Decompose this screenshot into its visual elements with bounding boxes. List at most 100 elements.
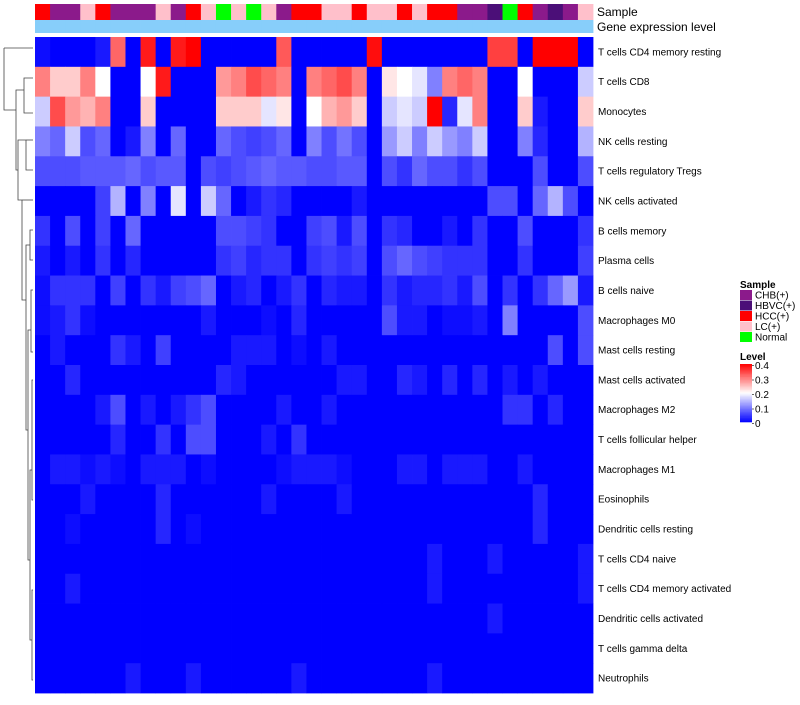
heatmap-cell	[366, 96, 383, 127]
row-label: Mast cells resting	[598, 346, 675, 357]
heatmap-cell	[95, 96, 111, 127]
heatmap-cell	[412, 335, 428, 366]
heatmap-cell	[562, 126, 579, 157]
heatmap-cell	[562, 484, 579, 515]
heatmap-cell	[351, 126, 368, 157]
heatmap-cell	[381, 335, 398, 366]
heatmap-cell	[110, 633, 126, 664]
heatmap-cell	[381, 245, 398, 276]
heatmap-cell	[306, 335, 322, 366]
sample-annotation-cell	[276, 4, 292, 20]
heatmap-cell	[396, 484, 413, 515]
heatmap-cell	[110, 96, 126, 127]
legend-colorbar-slice	[740, 398, 752, 401]
heatmap-cell	[487, 573, 503, 604]
heatmap-cell	[442, 514, 458, 545]
heatmap-cell	[517, 454, 534, 485]
heatmap-cell	[502, 394, 518, 426]
heatmap-cell	[65, 454, 81, 485]
heatmap-cell	[35, 215, 51, 247]
heatmap-cell	[502, 424, 518, 455]
heatmap-cell	[50, 603, 66, 634]
heatmap-cell	[487, 335, 503, 366]
heatmap-cell	[185, 633, 202, 664]
heatmap-cell	[457, 66, 473, 98]
heatmap-cell	[306, 96, 322, 127]
heatmap-cell	[306, 454, 322, 485]
heatmap-cell	[155, 484, 172, 515]
heatmap-cell	[547, 573, 564, 604]
sample-annotation-cell	[366, 4, 383, 20]
heatmap-cell	[125, 305, 141, 336]
heatmap-cell	[336, 96, 353, 127]
heatmap-cell	[457, 484, 473, 515]
heatmap-cell	[65, 335, 81, 366]
gene-expression-annotation-cell	[140, 20, 157, 33]
dendrogram-branch	[23, 77, 33, 90]
heatmap-cell	[231, 275, 247, 306]
heatmap-cell	[215, 215, 232, 247]
heatmap-cell	[155, 66, 172, 98]
gene-expression-annotation-cell	[231, 20, 247, 33]
heatmap-cell	[215, 156, 232, 187]
gene-expression-annotation-cell	[442, 20, 458, 33]
heatmap-cell	[457, 573, 473, 604]
legend-colorbar-slice	[740, 393, 752, 395]
heatmap-cell	[200, 543, 217, 575]
heatmap-cell	[381, 543, 398, 575]
heatmap-cell	[140, 603, 157, 634]
heatmap-cell	[396, 66, 413, 98]
heatmap-cell	[231, 514, 247, 545]
heatmap-cell	[517, 663, 534, 694]
heatmap-cell	[95, 275, 111, 306]
dendrogram-branch	[29, 229, 33, 245]
heatmap-cell	[577, 186, 594, 217]
heatmap-cell	[532, 424, 549, 455]
heatmap-cell	[291, 633, 307, 664]
heatmap-cell	[80, 663, 96, 694]
heatmap-cell	[170, 186, 187, 217]
sample-annotation-cell	[532, 4, 549, 20]
heatmap-cell	[412, 484, 428, 515]
heatmap-cell	[65, 484, 81, 515]
heatmap-cell	[35, 66, 51, 98]
row-label: Dendritic cells resting	[598, 525, 693, 536]
legend-entry: HBVC(+)	[755, 301, 795, 312]
heatmap-cell	[547, 66, 564, 98]
heatmap-cell	[170, 305, 187, 336]
heatmap-cell	[200, 305, 217, 336]
heatmap-cell	[35, 543, 51, 575]
heatmap-cell	[547, 663, 564, 694]
sample-annotation-cell	[215, 4, 232, 20]
heatmap-cell	[140, 424, 157, 455]
heatmap-cell	[351, 663, 368, 694]
heatmap-cell	[517, 335, 534, 366]
legend-colorbar-slice	[740, 382, 752, 385]
heatmap-cell	[502, 275, 518, 306]
heatmap-cell	[412, 186, 428, 217]
heatmap-cell	[261, 37, 277, 68]
heatmap-cell	[427, 156, 443, 187]
heatmap-cell	[261, 365, 277, 396]
row-label: T cells CD4 memory activated	[598, 584, 731, 595]
heatmap-cell	[155, 245, 172, 276]
row-label: Neutrophils	[598, 674, 649, 685]
heatmap-cell	[412, 603, 428, 634]
sample-annotation-cell	[140, 4, 157, 20]
heatmap-cell	[396, 275, 413, 306]
legend-colorbar-slice	[740, 407, 752, 410]
heatmap-cell	[487, 66, 503, 98]
heatmap-cell	[215, 484, 232, 515]
heatmap-cell	[517, 424, 534, 455]
gene-expression-annotation-cell	[50, 20, 66, 33]
heatmap-cell	[487, 365, 503, 396]
legend-colorbar-slice	[740, 397, 752, 400]
heatmap-cell	[472, 424, 488, 455]
heatmap-cell	[170, 603, 187, 634]
heatmap-cell	[502, 245, 518, 276]
heatmap-cell	[442, 96, 458, 127]
dendrogram-branch	[31, 640, 33, 681]
heatmap-cell	[321, 335, 338, 366]
heatmap-cell	[125, 484, 141, 515]
